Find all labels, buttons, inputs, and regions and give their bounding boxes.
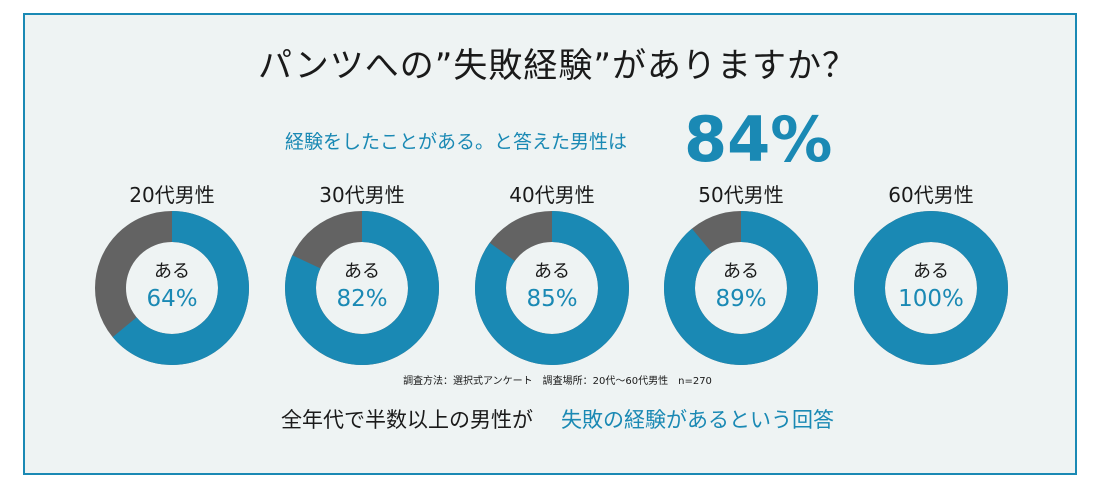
donut-value-segment xyxy=(285,211,439,365)
donut-data-label: 100% xyxy=(898,286,964,312)
donut-center-label: ある xyxy=(534,261,570,282)
headline-percentage: 84% xyxy=(684,103,833,176)
donut-data-label: 89% xyxy=(715,286,766,312)
summary-text: 全年代で半数以上の男性が xyxy=(281,408,533,432)
donut-value-segment xyxy=(112,211,249,365)
donut-center-label: ある xyxy=(154,261,190,282)
donut-center-label: ある xyxy=(723,261,759,282)
donut-category-label: 30代男性 xyxy=(319,183,404,207)
donut-value-segment xyxy=(475,211,629,365)
subtitle: 経験をしたことがある。と答えた男性は xyxy=(285,131,628,153)
donut-category-label: 20代男性 xyxy=(129,183,214,207)
summary-line: 全年代で半数以上の男性が 失敗の経験があるという回答 xyxy=(0,408,1115,433)
donut-center-label: ある xyxy=(913,261,949,282)
donut-data-label: 64% xyxy=(146,286,197,312)
donut-category-label: 50代男性 xyxy=(698,183,783,207)
donut-data-label: 85% xyxy=(526,286,577,312)
survey-note: 調査方法：選択式アンケート 調査場所：20代～60代男性 n=270 xyxy=(403,376,712,387)
donut-center-label: ある xyxy=(344,261,380,282)
page-title: パンツへの”失敗経験”がありますか？ xyxy=(258,46,857,86)
summary-accent: 失敗の経験があるという回答 xyxy=(561,408,834,432)
donut-category-label: 40代男性 xyxy=(509,183,594,207)
donut-category-label: 60代男性 xyxy=(888,183,973,207)
donut-data-label: 82% xyxy=(336,286,387,312)
donut-value-segment xyxy=(854,211,1008,365)
donut-value-segment xyxy=(664,211,818,365)
